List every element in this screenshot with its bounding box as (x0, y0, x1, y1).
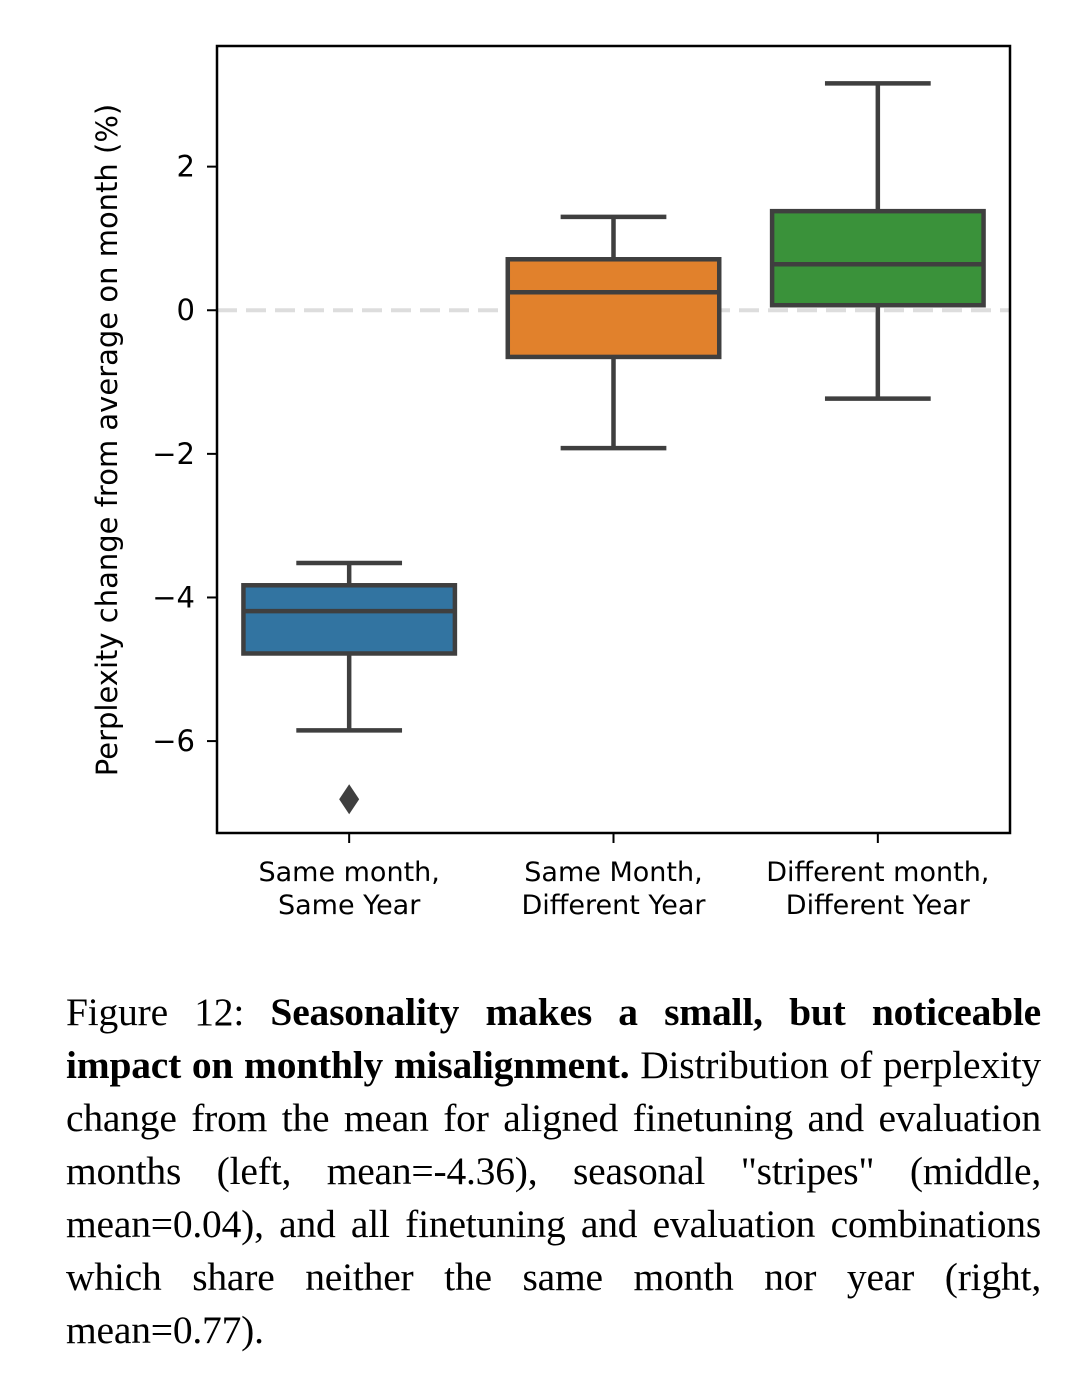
figure-caption: Figure 12: Seasonality makes a small, bu… (66, 986, 1041, 1357)
y-axis-title: Perplexity change from average on month … (90, 104, 124, 776)
y-tick-label: −4 (152, 580, 195, 614)
box-group (505, 214, 722, 451)
caption-bold-title: Seasonality makes a small, but noticeabl… (66, 990, 1042, 1087)
x-tick-label-line2: Different Year (521, 890, 706, 921)
y-tick-label: −2 (152, 437, 195, 471)
x-tick-label-line1: Same Month, (524, 857, 702, 888)
y-axis-ticks: 2 0 −2 −4 −6 (152, 150, 217, 758)
caption-body: Distribution of perplexity change from t… (66, 1043, 1041, 1352)
box-plot-chart: 2 0 −2 −4 −6 Same month,Same Year Same Month,… (90, 44, 1012, 921)
y-tick-label: −6 (152, 724, 195, 758)
x-tick-label-line2: Same Year (278, 890, 421, 921)
iqr-box (769, 208, 986, 308)
box-group (241, 560, 458, 815)
iqr-box (505, 257, 722, 360)
iqr-box (241, 583, 458, 656)
x-tick-label-line2: Different Year (786, 890, 971, 921)
boxes-layer (241, 81, 986, 815)
y-tick-label: 0 (177, 293, 195, 327)
outlier-point (339, 784, 360, 815)
x-tick-label-line1: Same month, (258, 857, 439, 888)
caption-label: Figure 12: (66, 990, 245, 1034)
x-tick-label-line1: Different month, (766, 857, 989, 888)
y-tick-label: 2 (177, 150, 195, 184)
box-group (769, 81, 986, 401)
